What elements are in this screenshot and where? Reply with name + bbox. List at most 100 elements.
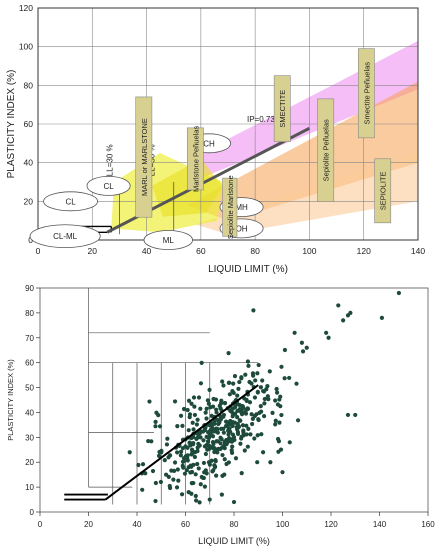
data-point: [154, 410, 159, 415]
data-point: [153, 498, 158, 504]
data-point: [379, 315, 385, 320]
data-point: [258, 385, 264, 390]
data-point: [202, 484, 208, 489]
a-line: [104, 384, 259, 501]
data-point: [153, 480, 158, 486]
data-point: [396, 290, 401, 296]
data-point: [232, 374, 238, 379]
data-point: [202, 470, 207, 475]
data-point: [193, 472, 198, 477]
data-point: [193, 498, 199, 503]
data-point: [275, 436, 281, 442]
data-point: [216, 446, 221, 451]
material-label-box: [317, 98, 335, 202]
data-point: [255, 371, 260, 376]
data-point: [278, 447, 284, 452]
plasticity-chart-top: 0 20 40 60 80 100 120 140 0 20 40 60 80 100 120 LIQUID …: [6, 3, 425, 275]
data-point: [241, 433, 246, 438]
x-tick-label: 20: [84, 520, 93, 529]
data-point: [164, 472, 169, 477]
data-point: [341, 318, 346, 323]
data-point: [230, 414, 235, 419]
y-tick-label: 20: [24, 196, 34, 206]
data-point: [255, 389, 260, 394]
data-point: [205, 447, 210, 452]
data-point: [192, 412, 198, 418]
data-point: [240, 423, 246, 428]
data-point: [220, 473, 225, 478]
y-tick-label: 40: [25, 408, 34, 417]
material-label: Marlstone Peñuelas: [191, 126, 200, 193]
x-tick-label: 160: [421, 520, 435, 529]
data-point: [236, 386, 241, 391]
data-point: [206, 401, 211, 406]
x-tick-label: 40: [133, 520, 142, 529]
plot-frame: [37, 7, 419, 241]
data-point: [209, 458, 214, 463]
data-point: [241, 428, 246, 433]
y-tick-label: 30: [25, 433, 34, 442]
soil-class-ellipse: [29, 224, 101, 248]
y-tick-label: 120: [19, 3, 33, 13]
material-label-box: [186, 127, 204, 191]
y-tick-label: 0: [30, 508, 35, 517]
data-point: [197, 443, 202, 448]
data-point: [150, 468, 156, 474]
data-point: [157, 424, 163, 429]
data-point: [255, 433, 260, 438]
material-label: MARL or MARLSTONE: [140, 118, 149, 196]
material-label: Sepiolite Peñuelas: [322, 119, 331, 181]
data-point: [258, 404, 263, 409]
data-point: [187, 412, 193, 417]
soil-class-label: CH: [203, 139, 215, 148]
data-point: [238, 409, 244, 414]
data-point: [225, 428, 231, 433]
data-point: [238, 441, 243, 446]
data-point: [253, 378, 258, 383]
data-point: [182, 471, 188, 476]
data-point: [178, 449, 184, 454]
data-point: [242, 448, 247, 453]
data-point: [275, 402, 281, 407]
data-point: [279, 364, 284, 369]
data-point: [231, 381, 236, 386]
soil-class-label: ML: [163, 236, 175, 245]
data-point: [220, 379, 225, 384]
data-point: [172, 399, 178, 404]
data-point: [222, 457, 227, 462]
data-point: [300, 349, 306, 354]
data-point: [192, 404, 197, 409]
data-point: [204, 416, 209, 421]
data-point: [210, 404, 216, 409]
data-point: [186, 428, 191, 433]
data-point: [287, 375, 292, 381]
data-point: [265, 394, 270, 399]
data-point: [198, 406, 203, 411]
data-point: [193, 493, 198, 499]
x-tick-label: 80: [250, 246, 260, 256]
data-point: [176, 478, 181, 483]
data-point: [218, 426, 224, 432]
data-point: [247, 400, 253, 405]
data-point: [180, 463, 185, 468]
x-tick-label: 0: [38, 520, 43, 529]
data-point: [229, 450, 235, 455]
plasticity-chart-bottom: 0 20 40 60 80 100 120 140 160 0 10 20 30 40 50 60 70 80 90…: [6, 284, 435, 546]
data-point: [199, 360, 204, 366]
data-point: [179, 492, 185, 497]
data-point: [348, 310, 353, 315]
x-tick-label: 140: [373, 520, 387, 529]
data-point: [212, 463, 217, 468]
data-point: [189, 464, 194, 469]
data-point: [245, 444, 250, 449]
data-point: [195, 435, 200, 440]
data-point: [149, 439, 154, 444]
data-point: [252, 395, 258, 400]
data-point: [230, 444, 235, 449]
data-point: [181, 456, 187, 461]
data-point: [261, 389, 267, 394]
data-point: [274, 390, 280, 395]
data-point: [237, 379, 242, 385]
data-point: [215, 450, 220, 455]
data-point: [198, 482, 203, 487]
